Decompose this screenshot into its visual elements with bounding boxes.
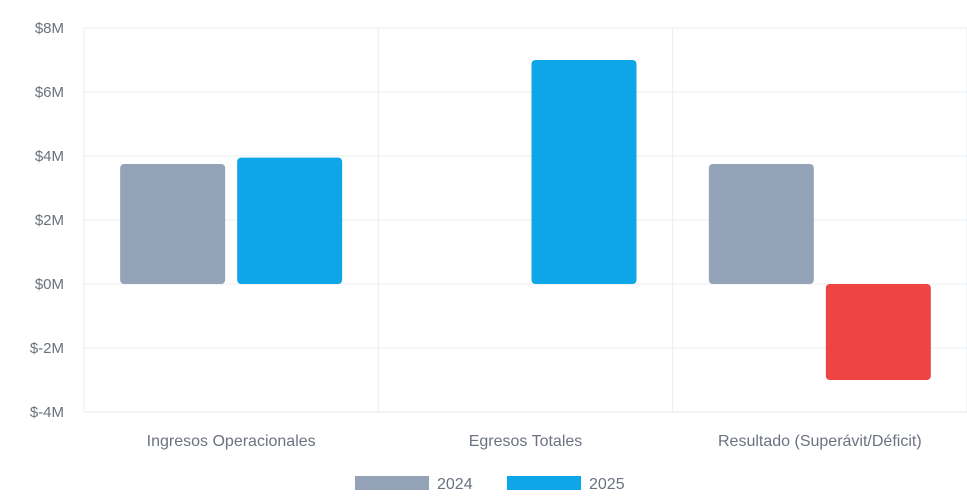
bar-2025-0[interactable] [237,157,343,284]
y-tick-label: $2M [35,212,64,229]
legend[interactable]: 2024 2025 [355,476,625,493]
x-tick-label: Egresos Totales [469,433,583,450]
y-tick-label: $8M [35,20,64,37]
bar-2024-0[interactable] [120,164,226,284]
bar-2024-2[interactable] [708,164,814,284]
y-tick-label: $0M [35,276,64,293]
axes: $8M $6M $4M $2M $0M $-2M $-4M [30,20,967,421]
y-tick-label: $4M [35,148,64,165]
legend-label-2024[interactable]: 2024 [437,476,473,493]
y-tick-label: $-4M [30,404,64,421]
legend-swatch-2025[interactable] [507,476,581,490]
legend-swatch-2024[interactable] [355,476,429,490]
x-tick-label: Ingresos Operacionales [147,433,316,450]
y-tick-label: $6M [35,84,64,101]
bar-2025-1[interactable] [531,60,637,284]
legend-label-2025[interactable]: 2025 [589,476,625,493]
x-axis-labels: Ingresos Operacionales Egresos Totales Res… [147,433,922,450]
y-tick-label: $-2M [30,340,64,357]
bar-2025-2[interactable] [825,284,931,380]
x-tick-label: Resultado (Superávit/Déficit) [718,433,922,450]
bars [120,60,931,380]
